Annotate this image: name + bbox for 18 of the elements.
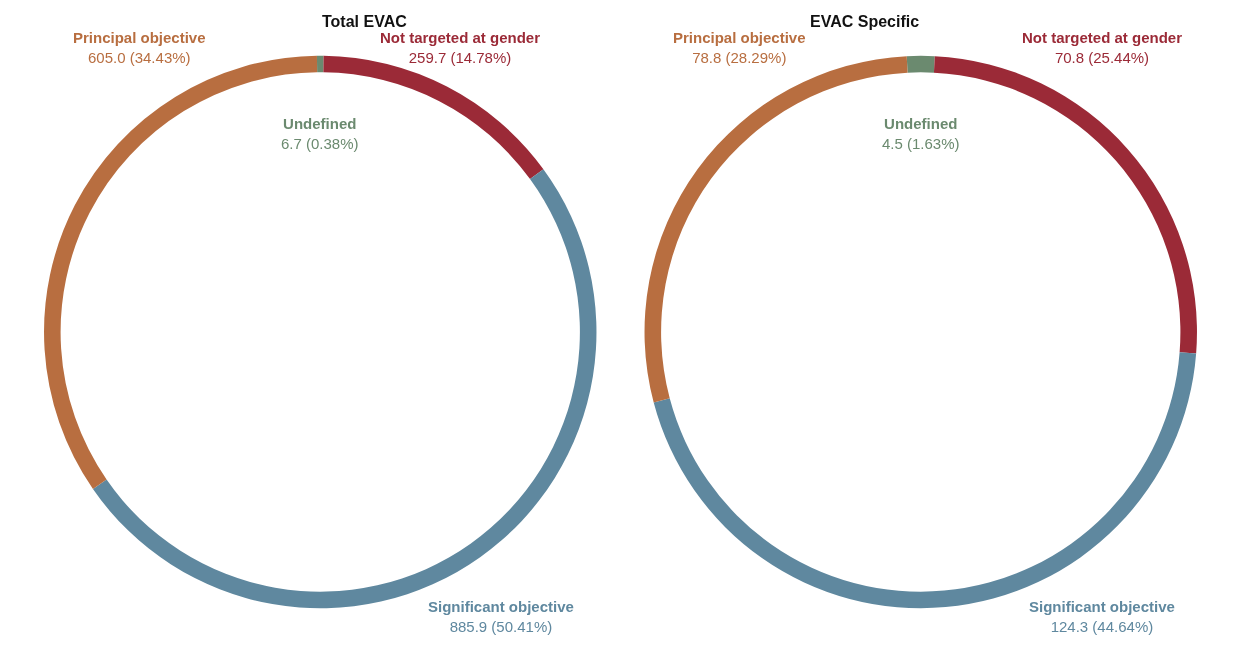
data-label: 259.7 (14.78%): [408, 48, 512, 66]
data-label: 885.9 (50.41%): [449, 617, 553, 635]
slice-label: Not targeted at gender: [380, 29, 541, 46]
chart-title: Total EVAC: [322, 13, 408, 30]
slice-label: Significant objective: [1029, 598, 1175, 615]
slice-label: Principal objective: [73, 29, 206, 46]
slice-label: Undefined: [283, 115, 357, 132]
slice-label: Undefined: [884, 115, 958, 132]
data-label: 124.3 (44.64%): [1050, 617, 1154, 635]
chart-title: EVAC Specific: [810, 13, 920, 30]
slice-label: Principal objective: [673, 29, 806, 46]
data-label: 70.8 (25.44%): [1054, 48, 1150, 66]
slice-label: Significant objective: [428, 598, 574, 615]
data-label: 4.5 (1.63%): [882, 134, 960, 152]
slice-label: Not targeted at gender: [1022, 29, 1183, 46]
data-label: 78.8 (28.29%): [692, 48, 787, 66]
data-label: 605.0 (34.43%): [87, 48, 191, 66]
data-label: 6.7 (0.38%): [281, 134, 359, 152]
